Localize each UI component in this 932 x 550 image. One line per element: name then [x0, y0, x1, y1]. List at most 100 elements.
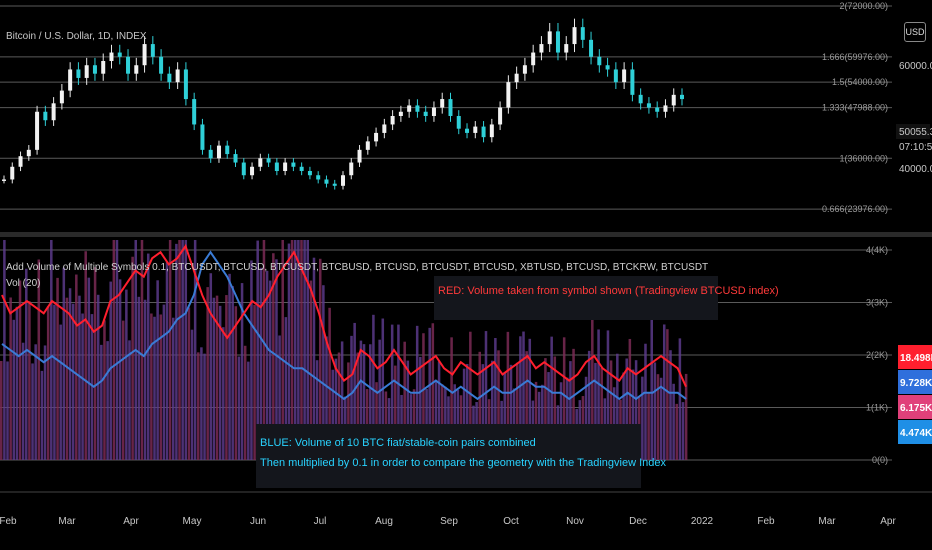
- volume-bar: [228, 273, 231, 460]
- volume-bar: [597, 329, 600, 460]
- price-candle: [514, 73, 519, 83]
- price-candle: [274, 162, 279, 171]
- volume-level-label: 4(4K): [866, 245, 888, 255]
- price-candle: [142, 44, 147, 66]
- price-candle: [307, 171, 312, 176]
- volume-bar: [231, 286, 234, 460]
- volume-bar: [240, 283, 244, 460]
- volume-bar: [81, 313, 84, 460]
- volume-bar: [359, 340, 363, 460]
- price-candle: [481, 126, 486, 138]
- volume-bar: [559, 382, 563, 460]
- volume-bar: [678, 338, 682, 460]
- price-candle: [150, 44, 155, 57]
- volume-bar: [18, 280, 22, 460]
- volume-bar: [594, 362, 597, 460]
- time-tick-label: Nov: [566, 516, 584, 527]
- price-candle: [382, 124, 387, 133]
- price-candle: [241, 162, 246, 176]
- volume-bar: [153, 316, 156, 460]
- volume-bar: [56, 277, 59, 460]
- volume-bar: [544, 358, 547, 460]
- price-candle: [35, 111, 40, 150]
- volume-bar: [465, 363, 469, 460]
- volume-bar: [403, 341, 406, 460]
- time-tick-label: Mar: [58, 516, 76, 527]
- volume-bar: [90, 314, 94, 460]
- volume-bar: [318, 258, 322, 460]
- panel-divider[interactable]: [0, 232, 932, 237]
- price-candle: [638, 94, 643, 104]
- volume-bar: [100, 344, 103, 460]
- volume-bar: [331, 369, 335, 460]
- currency-button[interactable]: USD: [904, 22, 926, 42]
- volume-bar: [3, 240, 6, 460]
- volume-bar: [150, 313, 153, 460]
- volume-bar: [65, 297, 69, 460]
- price-candle: [415, 105, 420, 112]
- price-level-label: 2(72000.00): [839, 1, 888, 11]
- red-volume-line: [1, 243, 687, 388]
- price-candle: [175, 69, 180, 83]
- volume-bar: [222, 327, 225, 460]
- volume-bar: [190, 329, 194, 460]
- volume-bar: [278, 335, 281, 460]
- price-candle: [349, 162, 354, 176]
- volume-bar: [469, 331, 472, 460]
- price-candle: [291, 162, 296, 167]
- volume-panel[interactable]: 4(4K) 3(3K) 2(2K) 1(1K) 0(0): [0, 240, 892, 465]
- badge-cyan-label: 4.474K: [900, 428, 932, 439]
- volume-bar: [25, 268, 28, 460]
- volume-bar: [650, 316, 653, 460]
- volume-bar: [6, 361, 9, 460]
- price-candle: [208, 149, 213, 159]
- price-candle: [18, 156, 23, 167]
- volume-bar: [484, 331, 488, 460]
- volume-bar: [68, 288, 72, 460]
- time-tick-label: Jul: [314, 516, 327, 527]
- time-tick-label: Apr: [123, 516, 139, 527]
- volume-bar: [172, 317, 175, 460]
- time-tick-label: May: [183, 516, 202, 527]
- volume-bar: [653, 362, 657, 460]
- volume-bar: [634, 360, 638, 460]
- volume-bar: [444, 386, 447, 460]
- price-candle: [126, 56, 131, 74]
- volume-bar: [684, 373, 688, 460]
- volume-bar: [397, 324, 400, 460]
- price-candle: [597, 56, 602, 66]
- volume-bar: [437, 361, 441, 460]
- time-axis[interactable]: Feb Mar Apr May Jun Jul Aug Sep Oct Nov Dec 2022 Feb…: [0, 491, 932, 527]
- volume-bar: [253, 304, 256, 460]
- price-panel[interactable]: 2(72000.00) 1.666(59976.00) 1.5(54000.00) 1…: [0, 1, 892, 214]
- volume-bar: [644, 343, 647, 460]
- price-candle: [390, 116, 395, 125]
- volume-bar: [31, 363, 34, 460]
- volume-bar: [647, 393, 650, 460]
- volume-bar: [666, 329, 669, 460]
- time-tick-label: Feb: [0, 516, 17, 527]
- price-badge-bg: [896, 124, 930, 139]
- volume-bar: [434, 379, 438, 460]
- volume-bar: [656, 374, 660, 460]
- volume-bar: [659, 377, 663, 460]
- volume-bar: [522, 331, 525, 460]
- volume-bar: [184, 240, 188, 460]
- volume-badges: 18.498K 9.728K 6.175K 4.474K: [898, 345, 932, 444]
- price-tick-60000: 60000.00: [899, 61, 932, 72]
- volume-bar: [206, 287, 209, 460]
- volume-bar: [109, 281, 112, 460]
- volume-bar: [369, 344, 372, 460]
- volume-bar: [181, 240, 184, 460]
- blue-note-line1: BLUE: Volume of 10 BTC fiat/stable-coin …: [260, 437, 536, 449]
- price-candle: [117, 52, 122, 57]
- volume-bar: [212, 297, 216, 460]
- volume-bar: [156, 280, 159, 460]
- volume-bar: [259, 267, 263, 460]
- volume-bar: [262, 240, 266, 460]
- price-candle: [555, 31, 560, 53]
- volume-bar: [0, 361, 3, 460]
- price-candle: [109, 52, 114, 61]
- volume-bar: [209, 273, 213, 460]
